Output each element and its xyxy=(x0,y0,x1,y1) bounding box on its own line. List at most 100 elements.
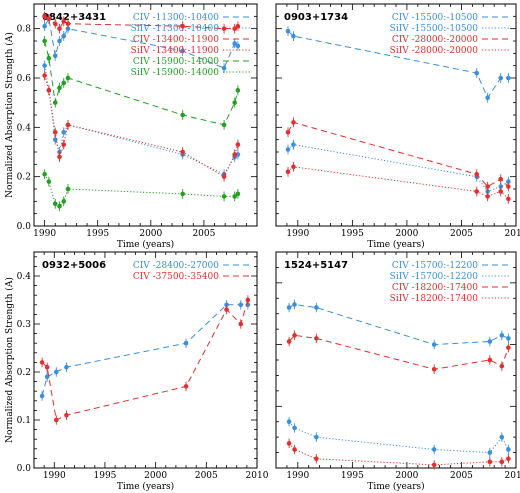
data-point xyxy=(180,48,185,54)
x-tick-label: 1990 xyxy=(286,471,309,481)
data-point xyxy=(285,28,291,34)
data-point xyxy=(39,360,45,365)
panel-title: 1524+5147 xyxy=(284,260,348,271)
data-point xyxy=(46,16,52,22)
data-point xyxy=(506,447,511,452)
data-point xyxy=(235,142,241,147)
x-tick-label: 1990 xyxy=(286,229,309,239)
x-tick-label: 2000 xyxy=(395,471,418,481)
data-point xyxy=(42,38,47,44)
series-line xyxy=(44,65,239,175)
series-line xyxy=(288,442,509,466)
panel-title: 0842+3431 xyxy=(42,12,106,23)
data-point xyxy=(314,336,319,341)
series-1 xyxy=(42,60,241,180)
data-point xyxy=(485,95,490,101)
x-tick-label: 2000 xyxy=(395,229,418,239)
data-point xyxy=(180,23,185,29)
data-point xyxy=(46,88,52,93)
legend-label: CIV -15500:-10500 xyxy=(392,13,478,23)
data-point xyxy=(235,191,241,197)
y-tick-label: 0.1 xyxy=(17,416,31,426)
data-point xyxy=(52,137,58,142)
legend-label: SiIV -15500:-10500 xyxy=(390,24,479,34)
data-point xyxy=(485,194,490,199)
x-axis-label: Time (years) xyxy=(117,481,174,492)
series-3 xyxy=(42,70,241,182)
x-tick-label: 1990 xyxy=(33,229,56,239)
legend-label: SiIV -18200:-17400 xyxy=(390,294,479,304)
chart-panel-0842+3431: 1990 1995 2000 2005 0.0 0.2 0.4 0.6 0.8 Time (yea… xyxy=(4,3,258,250)
y-tick-label: 0.2 xyxy=(17,368,31,378)
data-point xyxy=(221,65,227,71)
data-point xyxy=(431,366,437,372)
y-tick-label: 0.4 xyxy=(17,123,32,133)
data-point xyxy=(291,142,296,147)
chart-panel-0932+5006: 1990 1995 2000 2005 2010 0.0 0.1 0.2 0.3 0.4 Time … xyxy=(4,251,269,492)
data-point xyxy=(232,194,237,199)
y-tick-label: 0.3 xyxy=(17,320,32,330)
data-point xyxy=(183,340,189,346)
data-point xyxy=(498,75,504,81)
data-point xyxy=(65,186,71,192)
y-axis-label: Normalized Absorption Strength (A) xyxy=(4,32,15,198)
data-point xyxy=(285,147,291,152)
data-point xyxy=(485,184,490,189)
data-point xyxy=(506,184,511,189)
y-tick-label: 0.2 xyxy=(17,173,31,183)
legend-label: CIV -28000:-20000 xyxy=(392,35,478,45)
series-0 xyxy=(39,300,251,401)
data-point xyxy=(314,456,319,462)
series-line xyxy=(44,15,239,30)
x-tick-label: 2000 xyxy=(139,229,162,239)
series-0 xyxy=(285,26,511,103)
data-point xyxy=(474,70,480,76)
data-point xyxy=(65,26,71,31)
x-tick-label: 1995 xyxy=(94,471,117,481)
data-point xyxy=(285,169,291,175)
data-point xyxy=(291,120,296,125)
legend-label: SiIV -11300:-10400 xyxy=(131,24,220,34)
x-tick-label: 1995 xyxy=(341,229,364,239)
data-point xyxy=(235,43,241,49)
plot-frame xyxy=(33,251,258,469)
data-point xyxy=(291,33,296,39)
series-line xyxy=(288,303,509,346)
data-point xyxy=(238,302,244,308)
y-tick-label: 0.0 xyxy=(17,464,32,474)
legend-label: SiIV -13400:-11900 xyxy=(131,46,220,56)
data-point xyxy=(52,21,58,27)
data-point xyxy=(42,63,47,68)
legend-label: CIV -15700:-12200 xyxy=(392,261,478,271)
data-point xyxy=(499,434,505,440)
data-point xyxy=(485,189,490,194)
data-point xyxy=(506,345,511,350)
data-point xyxy=(46,179,52,184)
data-point xyxy=(180,149,185,155)
data-point xyxy=(506,196,511,202)
series-1 xyxy=(286,416,511,458)
data-point xyxy=(498,176,504,182)
series-line xyxy=(44,40,239,126)
series-line xyxy=(44,17,239,69)
data-point xyxy=(64,364,69,370)
data-point xyxy=(64,412,69,418)
chart-panels: 1990 1995 2000 2005 0.0 0.2 0.4 0.6 0.8 Time (yea… xyxy=(4,3,520,492)
data-point xyxy=(61,199,67,204)
data-point xyxy=(487,357,493,363)
data-point xyxy=(61,80,67,86)
data-point xyxy=(235,88,241,93)
data-point xyxy=(65,75,71,81)
y-tick-label: 0.4 xyxy=(17,272,32,282)
legend-label: CIV -11300:-10400 xyxy=(133,13,219,23)
data-point xyxy=(42,171,47,177)
data-point xyxy=(54,417,59,423)
data-point xyxy=(232,152,237,157)
data-point xyxy=(498,184,504,189)
legend-label: SiIV -28000:-20000 xyxy=(390,46,479,56)
data-point xyxy=(232,41,237,46)
data-point xyxy=(52,129,58,135)
legend-label: CIV -28400:-27000 xyxy=(133,261,219,271)
x-tick-label: 2010 xyxy=(505,229,520,239)
